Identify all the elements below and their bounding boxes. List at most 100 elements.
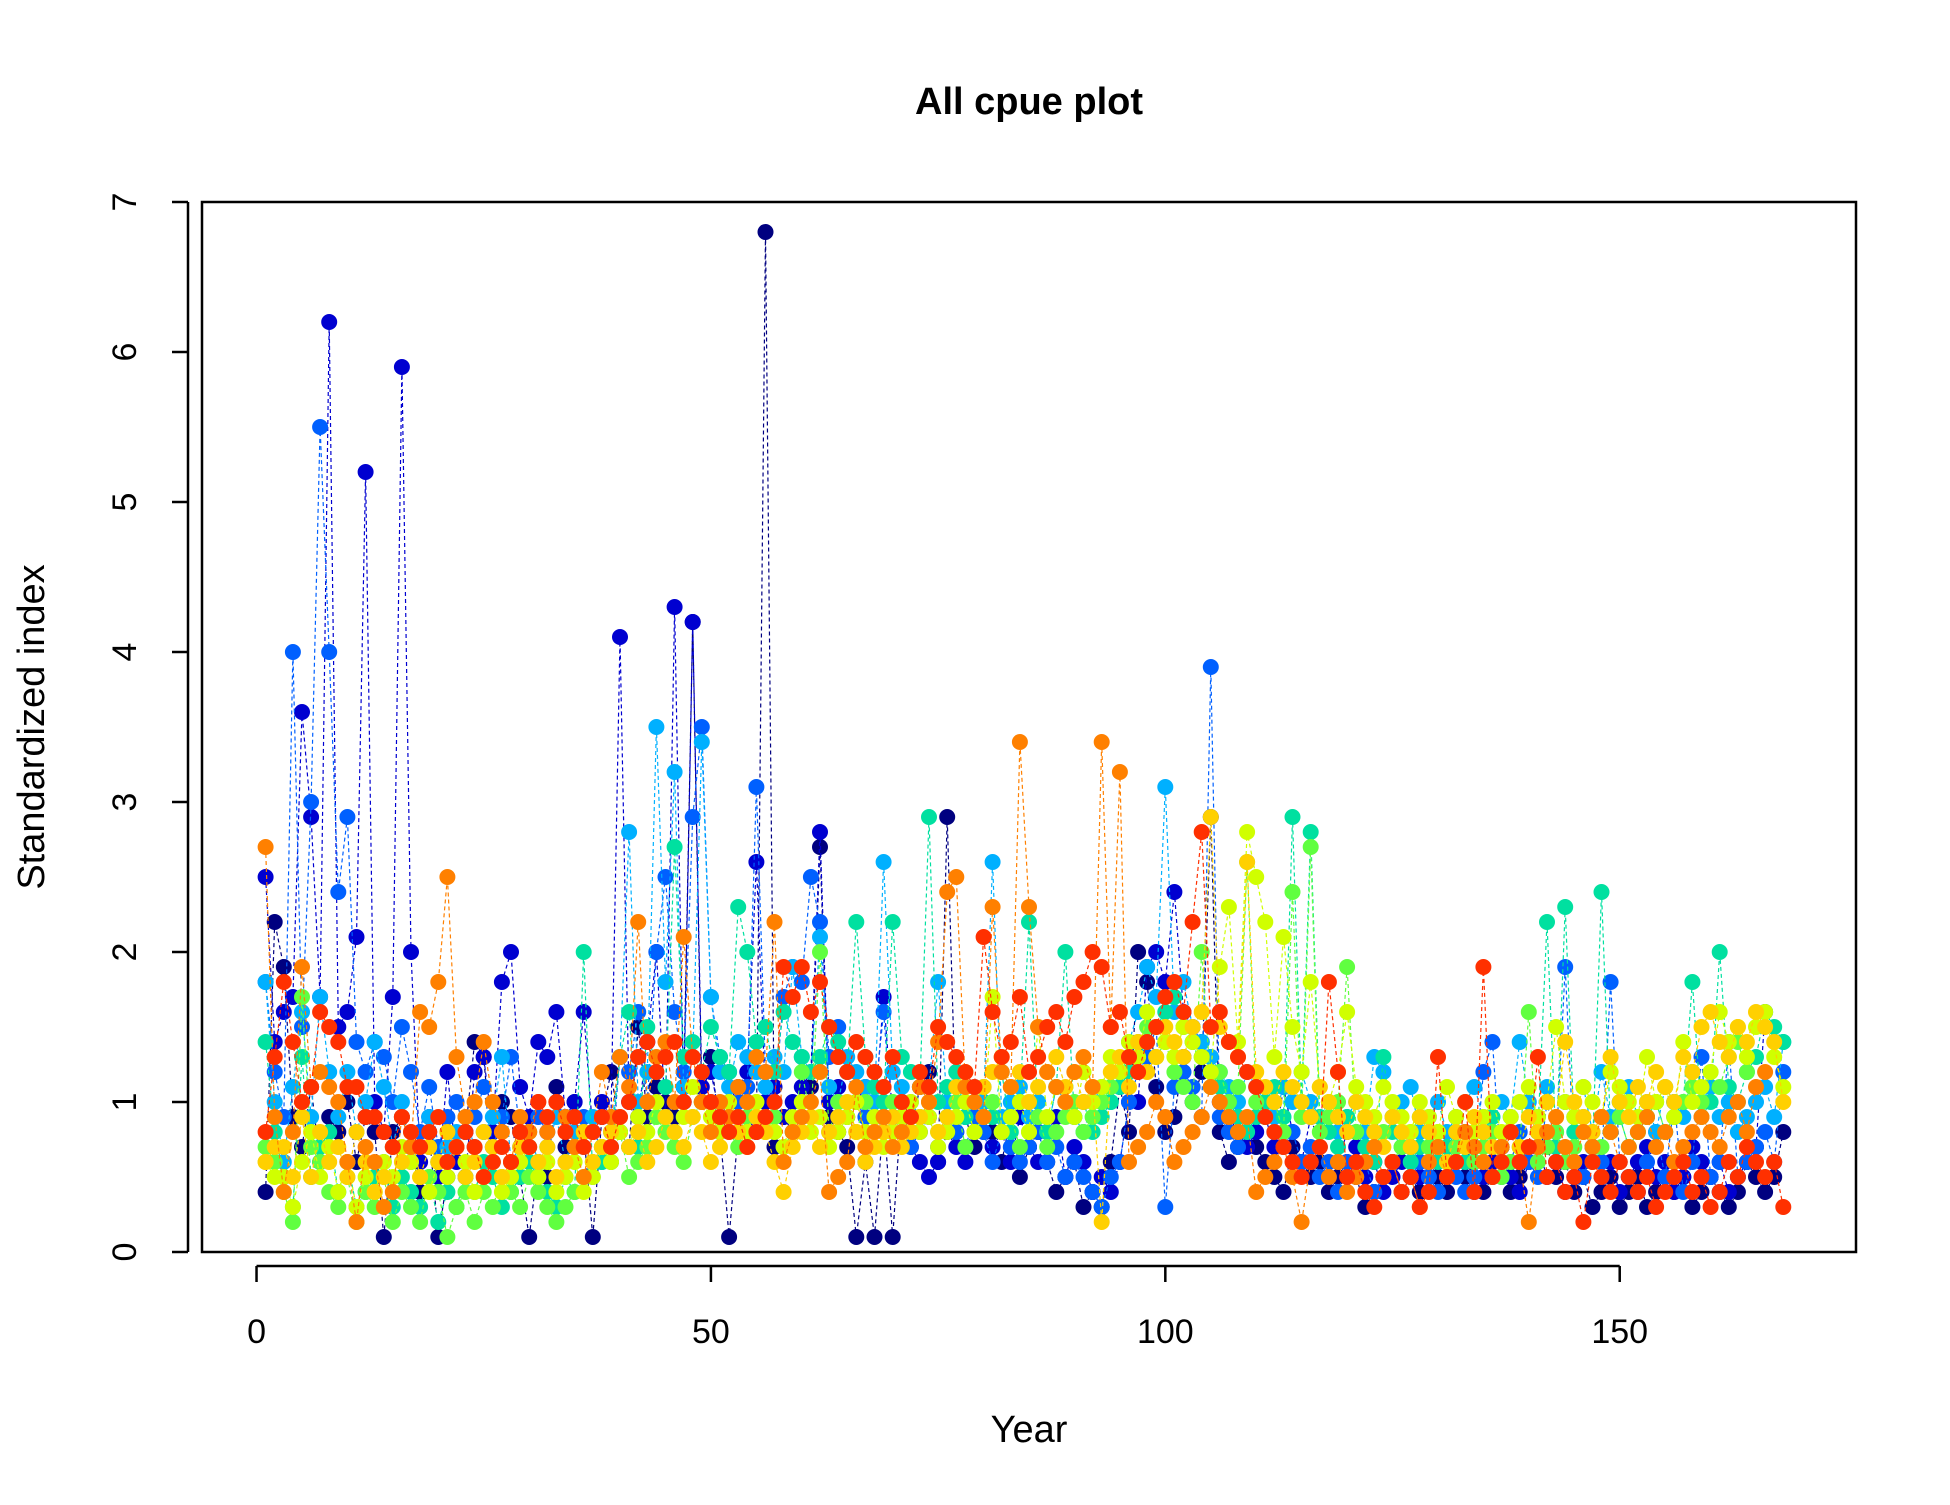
data-point [1611,1199,1628,1215]
data-point [721,1229,738,1245]
data-point [757,1064,774,1080]
data-point [1384,1109,1401,1125]
data-point [330,1034,347,1050]
data-point [1239,854,1256,870]
data-point [275,1139,292,1155]
data-point [484,1109,501,1125]
data-point [1239,1064,1256,1080]
data-point [1202,1079,1219,1095]
data-point [448,1139,465,1155]
data-point [1093,1214,1110,1230]
data-point [957,1139,974,1155]
data-point [621,1139,638,1155]
data-point [1684,974,1701,990]
data-point [566,1094,583,1110]
data-point [1302,824,1319,840]
data-point [466,1064,483,1080]
y-tick-label: 3 [106,793,144,812]
data-point [993,1064,1010,1080]
data-point [294,1154,310,1170]
data-point [1130,1139,1147,1155]
series-line [265,741,1766,1223]
data-point [1121,1079,1137,1095]
data-point [1266,1049,1283,1065]
data-point [757,1079,774,1095]
data-point [1693,1109,1710,1125]
data-point [1738,1049,1755,1065]
data-point [1430,1139,1446,1155]
data-point [1011,1139,1028,1155]
data-point [684,1109,701,1125]
data-point [1466,1184,1483,1200]
data-point [539,1109,556,1125]
data-point [357,1094,374,1110]
data-point [1657,1124,1674,1140]
data-point [1757,1124,1774,1140]
data-point [684,1079,701,1095]
data-point [648,719,665,735]
data-point [294,959,310,975]
data-point [1475,1064,1492,1080]
data-point [475,1049,492,1065]
data-point [1757,1184,1774,1200]
data-point [1211,959,1228,975]
data-point [603,1124,619,1140]
data-point [1520,1109,1537,1125]
data-point [1448,1109,1465,1125]
data-point [1620,1139,1637,1155]
data-point [1648,1139,1665,1155]
data-point [893,1079,910,1095]
data-point [557,1154,574,1170]
data-point [257,1034,274,1050]
data-point [1193,944,1210,960]
data-point [1557,1139,1574,1155]
data-point [457,1169,474,1185]
data-point [266,1109,283,1125]
data-point [530,1169,547,1185]
data-point [275,1184,292,1200]
data-point [294,1109,310,1125]
data-point [303,1079,320,1095]
data-point [1075,974,1092,990]
data-point [1711,1184,1728,1200]
data-point [339,1004,356,1020]
data-point [1748,1154,1764,1170]
data-point [1157,989,1174,1005]
data-point [793,1064,810,1080]
data-point [1475,1154,1492,1170]
data-point [802,1094,819,1110]
data-point [1066,1154,1083,1170]
data-point [812,1049,828,1065]
data-point [930,1139,947,1155]
data-point [793,974,810,990]
data-point [284,1169,301,1185]
data-point [784,1034,801,1050]
data-point [1175,1049,1192,1065]
data-point [1330,1064,1346,1080]
data-point [1738,1109,1755,1125]
data-point [1302,839,1319,855]
data-point [348,1199,365,1215]
data-point [275,1004,292,1020]
data-point [1684,1184,1701,1200]
data-point [730,1109,747,1125]
data-point [457,1109,474,1125]
data-point [1539,1169,1555,1185]
data-point [1130,1064,1147,1080]
data-point [1384,1154,1401,1170]
data-point [1584,1094,1601,1110]
data-point [666,1124,683,1140]
data-point [439,869,456,885]
data-point [1211,1004,1228,1020]
data-point [1166,884,1183,900]
data-point [1402,1154,1419,1170]
data-point [884,1064,901,1080]
data-point [784,1139,801,1155]
data-point [666,764,683,780]
data-point [848,1034,865,1050]
data-point [348,1124,365,1140]
data-point [1284,884,1301,900]
data-point [593,1109,610,1125]
data-point [303,794,320,810]
